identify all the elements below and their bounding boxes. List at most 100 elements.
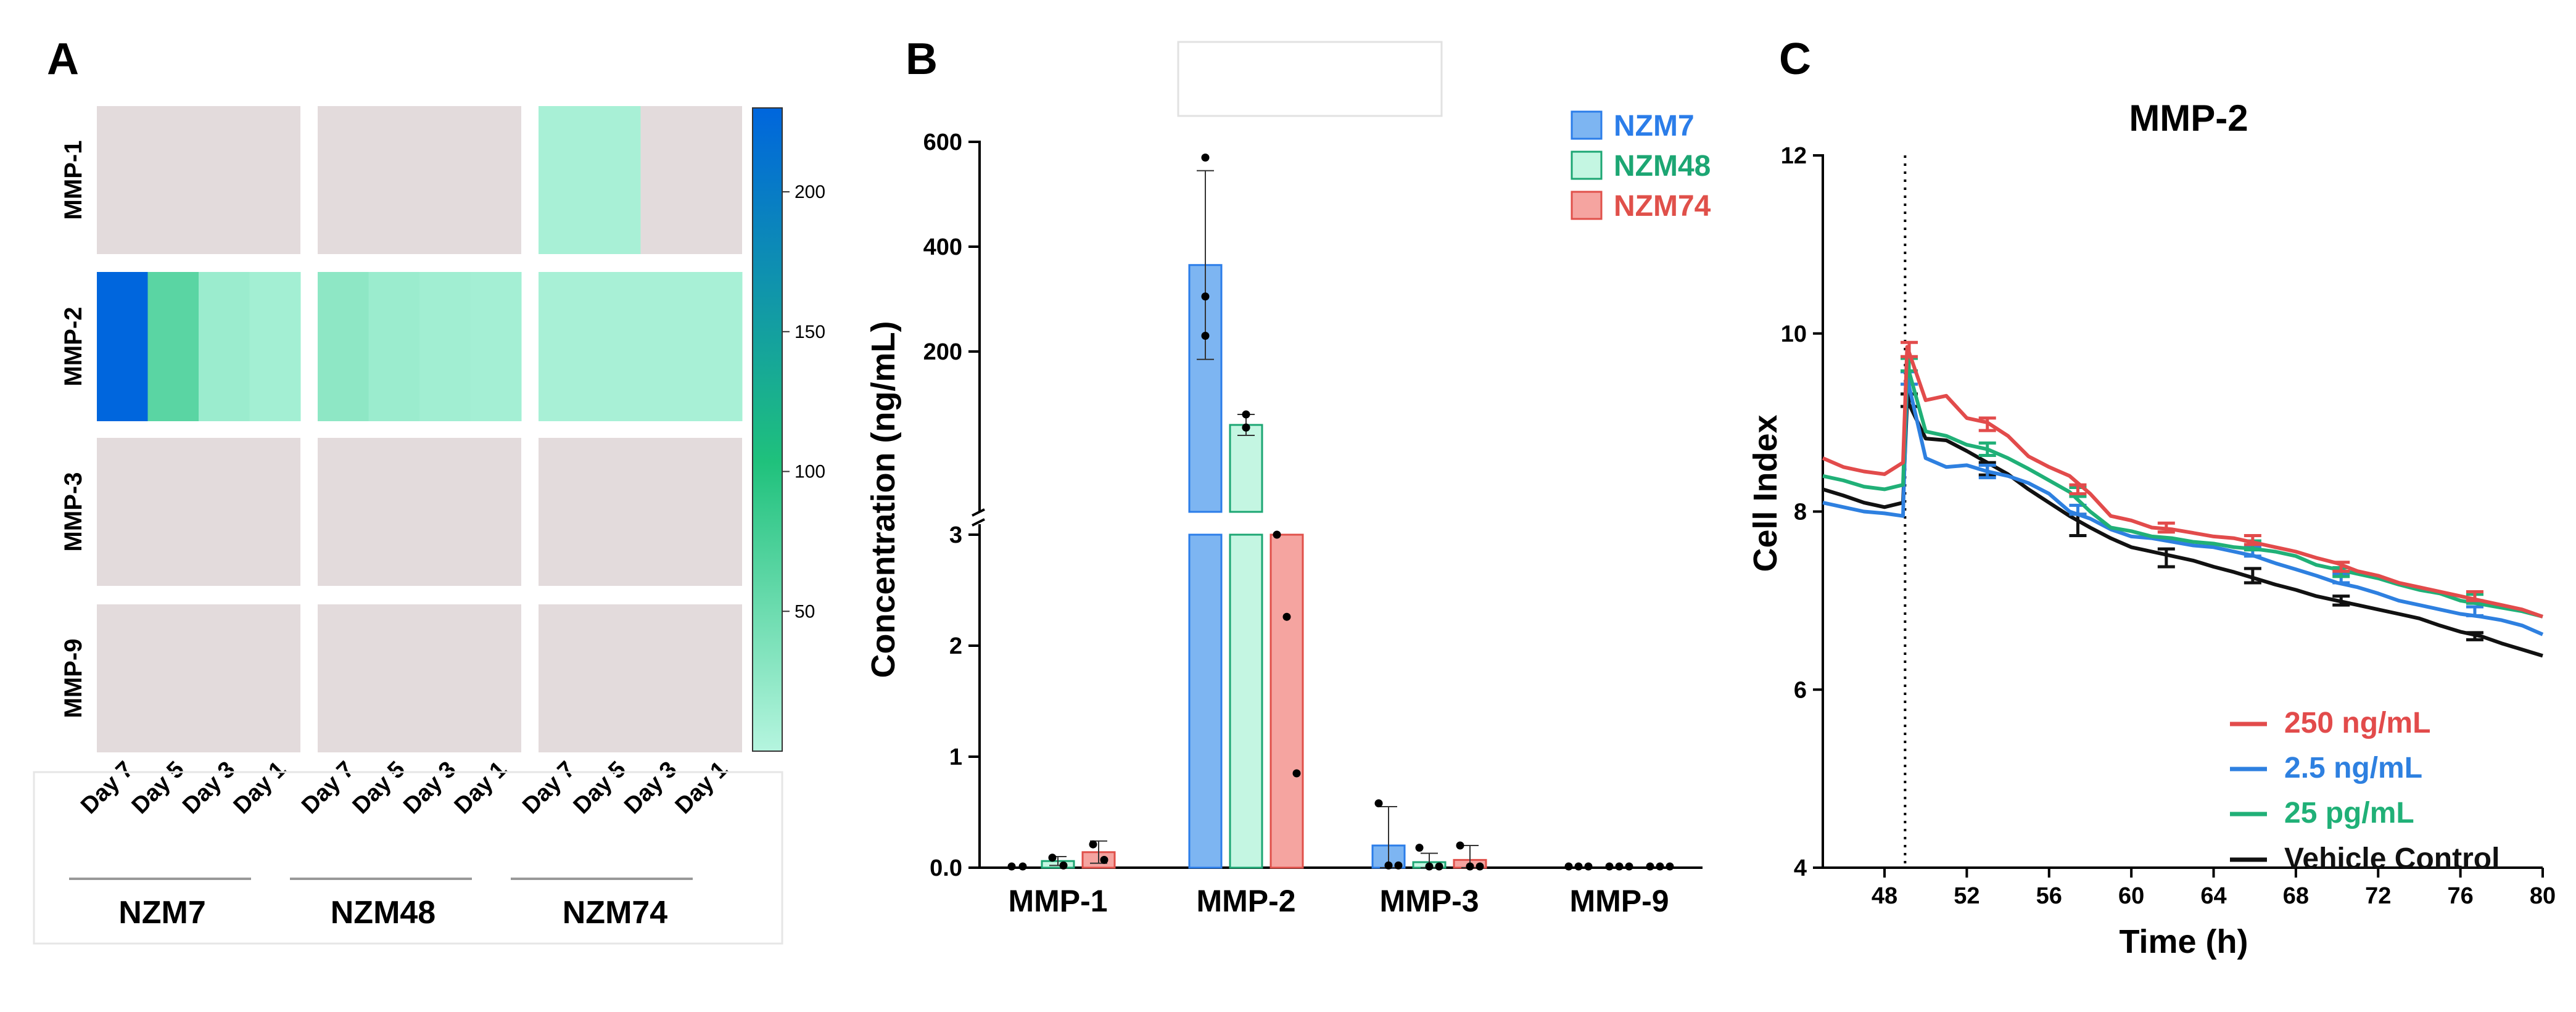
bar-chart: 0.0 1 2 3 200 400 600 Concentration (ng/mL) MMP-… <box>865 110 1711 918</box>
heatmap-block <box>539 438 742 586</box>
x-tick-label: MMP-1 <box>1008 884 1107 918</box>
colorbar-bar <box>752 107 783 752</box>
legend-label: NZM7 <box>1614 110 1695 142</box>
colorbar-tick-label: 200 <box>795 182 825 202</box>
chart-title: MMP-2 <box>2129 97 2248 139</box>
heatmap-cell <box>419 272 471 421</box>
legend-swatch <box>1571 110 1603 140</box>
heatmap-cell <box>589 106 641 254</box>
y-tick-label: 600 <box>923 130 962 155</box>
bar <box>1229 424 1263 513</box>
data-point <box>1201 154 1210 162</box>
panel-label-c: C <box>1779 35 1811 84</box>
heatmap-row-label: MMP-1 <box>60 141 87 220</box>
colorbar-tick-label: 100 <box>795 462 825 482</box>
data-point <box>1656 862 1664 871</box>
y-axis-label: Concentration (ng/mL) <box>865 321 902 678</box>
bar <box>1229 533 1263 869</box>
heatmap-group-labels: NZM7 NZM48 NZM74 <box>69 878 693 931</box>
x-tick-label: MMP-2 <box>1196 884 1295 918</box>
x-tick-label: 72 <box>2365 883 2391 909</box>
data-point <box>1666 862 1674 871</box>
panel-label-a: A <box>47 35 79 84</box>
data-point <box>1292 769 1301 778</box>
data-point <box>1456 841 1464 850</box>
data-point <box>1273 530 1281 539</box>
data-point <box>1384 861 1393 870</box>
legend-swatch <box>1571 150 1603 180</box>
data-point <box>1242 423 1250 432</box>
data-point <box>1201 292 1210 301</box>
data-point <box>1048 854 1057 862</box>
heatmap-row-label: MMP-9 <box>60 639 87 718</box>
data-point <box>1584 862 1593 871</box>
heatmap-block <box>318 106 521 254</box>
data-point <box>1059 861 1068 870</box>
heatmap-cell <box>589 272 641 421</box>
group-label: NZM74 <box>563 895 668 931</box>
legend-label: Vehicle Control <box>2284 842 2500 875</box>
panel-label-b: B <box>906 35 938 84</box>
data-point <box>1100 855 1108 864</box>
x-axis-label: Time (h) <box>2119 923 2248 960</box>
heatmap-cell <box>539 106 590 254</box>
data-point <box>1089 840 1097 849</box>
data-point <box>1646 862 1654 871</box>
data-point <box>1625 862 1633 871</box>
heatmap-cell <box>539 272 590 421</box>
y-tick-label: 6 <box>1794 677 1807 703</box>
data-point <box>1605 862 1614 871</box>
group-label: NZM7 <box>118 895 206 931</box>
x-tick-label: 80 <box>2530 883 2556 909</box>
legend-swatch <box>1571 191 1603 220</box>
y-tick-label: 400 <box>923 234 962 260</box>
heatmap-cell <box>147 272 199 421</box>
heatmap-cell <box>318 272 369 421</box>
x-tick-label: 76 <box>2447 883 2473 909</box>
heatmap-cell <box>199 272 250 421</box>
series-line <box>1822 345 2543 619</box>
y-tick-label: 8 <box>1794 500 1807 525</box>
data-point <box>1564 862 1573 871</box>
y-tick-label: 0.0 <box>930 855 962 881</box>
heatmap-cell <box>249 272 301 421</box>
data-point <box>1242 410 1250 419</box>
x-tick-label: 68 <box>2283 883 2309 909</box>
data-point <box>1018 862 1027 871</box>
data-point <box>1282 612 1291 621</box>
label-frame <box>33 771 783 945</box>
data-point <box>1425 862 1434 871</box>
blank-box <box>1177 41 1443 117</box>
bar <box>1188 533 1223 869</box>
colorbar: 50 100 150 200 <box>752 107 825 752</box>
x-tick-label: MMP-3 <box>1379 884 1479 918</box>
y-tick-label: 3 <box>949 522 962 548</box>
x-tick-label: 48 <box>1872 883 1897 909</box>
heatmap-block <box>97 604 300 752</box>
bar <box>1269 533 1304 869</box>
heatmap-row-label: MMP-2 <box>60 307 87 387</box>
data-point <box>1466 862 1474 871</box>
heatmap-cell <box>470 272 522 421</box>
series-line <box>1822 376 2544 636</box>
axis-break-mark <box>972 508 985 517</box>
heatmap-block <box>539 604 742 752</box>
heatmap-row-labels: MMP-1 MMP-2 MMP-3 MMP-9 <box>60 141 87 718</box>
y-tick-label: 10 <box>1781 321 1807 347</box>
series-line <box>1822 363 2543 619</box>
group-label: NZM48 <box>331 895 436 931</box>
y-tick-label: 12 <box>1781 143 1807 169</box>
data-point <box>1007 862 1016 871</box>
y-tick-label: 2 <box>949 633 962 659</box>
heatmap-cell <box>691 272 743 421</box>
heatmap-block <box>318 438 521 586</box>
x-tick-label: MMP-9 <box>1569 884 1669 918</box>
axis-break-mark <box>972 518 985 527</box>
data-point <box>1201 332 1210 340</box>
x-tick-label: 60 <box>2118 883 2144 909</box>
data-point <box>1374 799 1383 808</box>
legend-label: NZM74 <box>1614 190 1711 223</box>
x-tick-label: 52 <box>1954 883 1979 909</box>
